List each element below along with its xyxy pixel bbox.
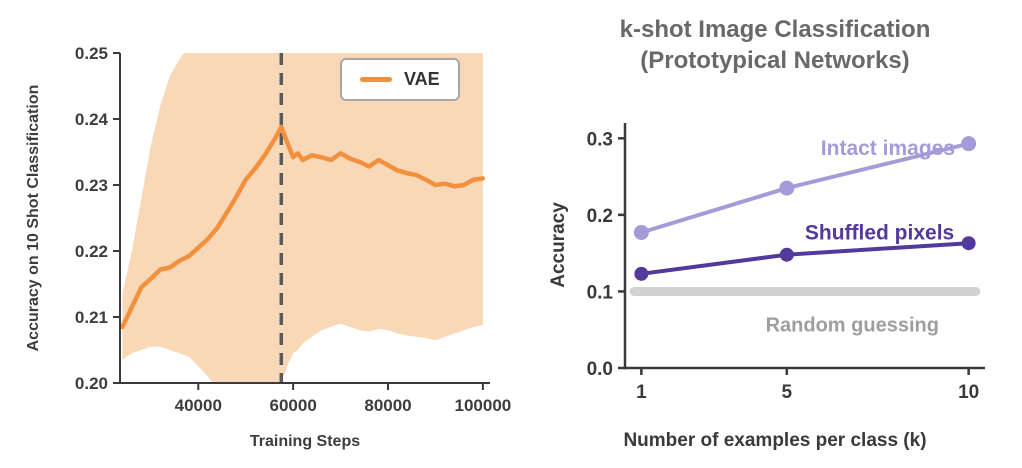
left-y-axis-label: Accuracy on 10 Shot Classification <box>25 85 42 352</box>
y-tick-label: 0.2 <box>587 206 613 227</box>
vae-legend-label: VAE <box>404 69 440 89</box>
intact-images-marker <box>633 224 649 240</box>
right-chart-title: k-shot Image Classification (Prototypica… <box>545 14 1005 76</box>
intact-images-marker <box>961 136 977 152</box>
vae-accuracy-chart: Accuracy on 10 Shot Classification Train… <box>25 44 512 450</box>
annotation-shuffled-pixels: Shuffled pixels <box>805 221 954 244</box>
y-tick-label: 0.22 <box>75 242 108 261</box>
right-x-axis-label: Number of examples per class (k) <box>623 430 927 451</box>
intact-images-marker <box>779 180 795 196</box>
shuffled-pixels-marker <box>961 236 976 251</box>
plot-area <box>120 53 486 383</box>
y-tick-label: 0.1 <box>587 282 614 303</box>
y-tick-label: 0.23 <box>75 176 108 195</box>
y-tick-label: 0.0 <box>587 359 613 380</box>
kshot-accuracy-chart: Accuracy 0.0 0.1 0.2 0.3 1 5 10 Intact images Sh… <box>548 123 985 403</box>
x-tick-label: 1 <box>636 382 647 403</box>
y-tick-label: 0.21 <box>75 308 108 327</box>
title-line-1: k-shot Image Classification <box>619 16 931 43</box>
shuffled-pixels-marker <box>779 247 794 262</box>
y-tick-label: 0.24 <box>75 110 109 129</box>
annotation-random-guessing: Random guessing <box>766 314 939 336</box>
x-tick-label: 40000 <box>175 396 222 415</box>
x-tick-label: 10 <box>958 382 979 403</box>
shuffled-pixels-marker <box>634 266 649 281</box>
vae-line <box>120 124 486 330</box>
y-tick-label: 0.25 <box>75 44 108 63</box>
legend-box: VAE <box>340 58 460 101</box>
title-line-2: (Prototypical Networks) <box>640 47 910 75</box>
confidence-band <box>122 53 483 383</box>
x-tick-label: 80000 <box>364 396 411 415</box>
y-tick-label: 0.3 <box>587 129 613 150</box>
x-tick-label: 5 <box>782 382 793 403</box>
annotation-intact-images: Intact images <box>821 137 955 160</box>
vae-legend-swatch <box>360 77 392 82</box>
left-x-axis-label: Training Steps <box>250 433 360 450</box>
right-y-axis-label: Accuracy <box>548 202 569 288</box>
y-tick-label: 0.20 <box>75 374 108 393</box>
x-tick-label: 100000 <box>455 396 512 415</box>
shuffled-pixels-line <box>639 241 971 276</box>
plot-area <box>629 136 981 296</box>
x-tick-label: 60000 <box>270 396 317 415</box>
